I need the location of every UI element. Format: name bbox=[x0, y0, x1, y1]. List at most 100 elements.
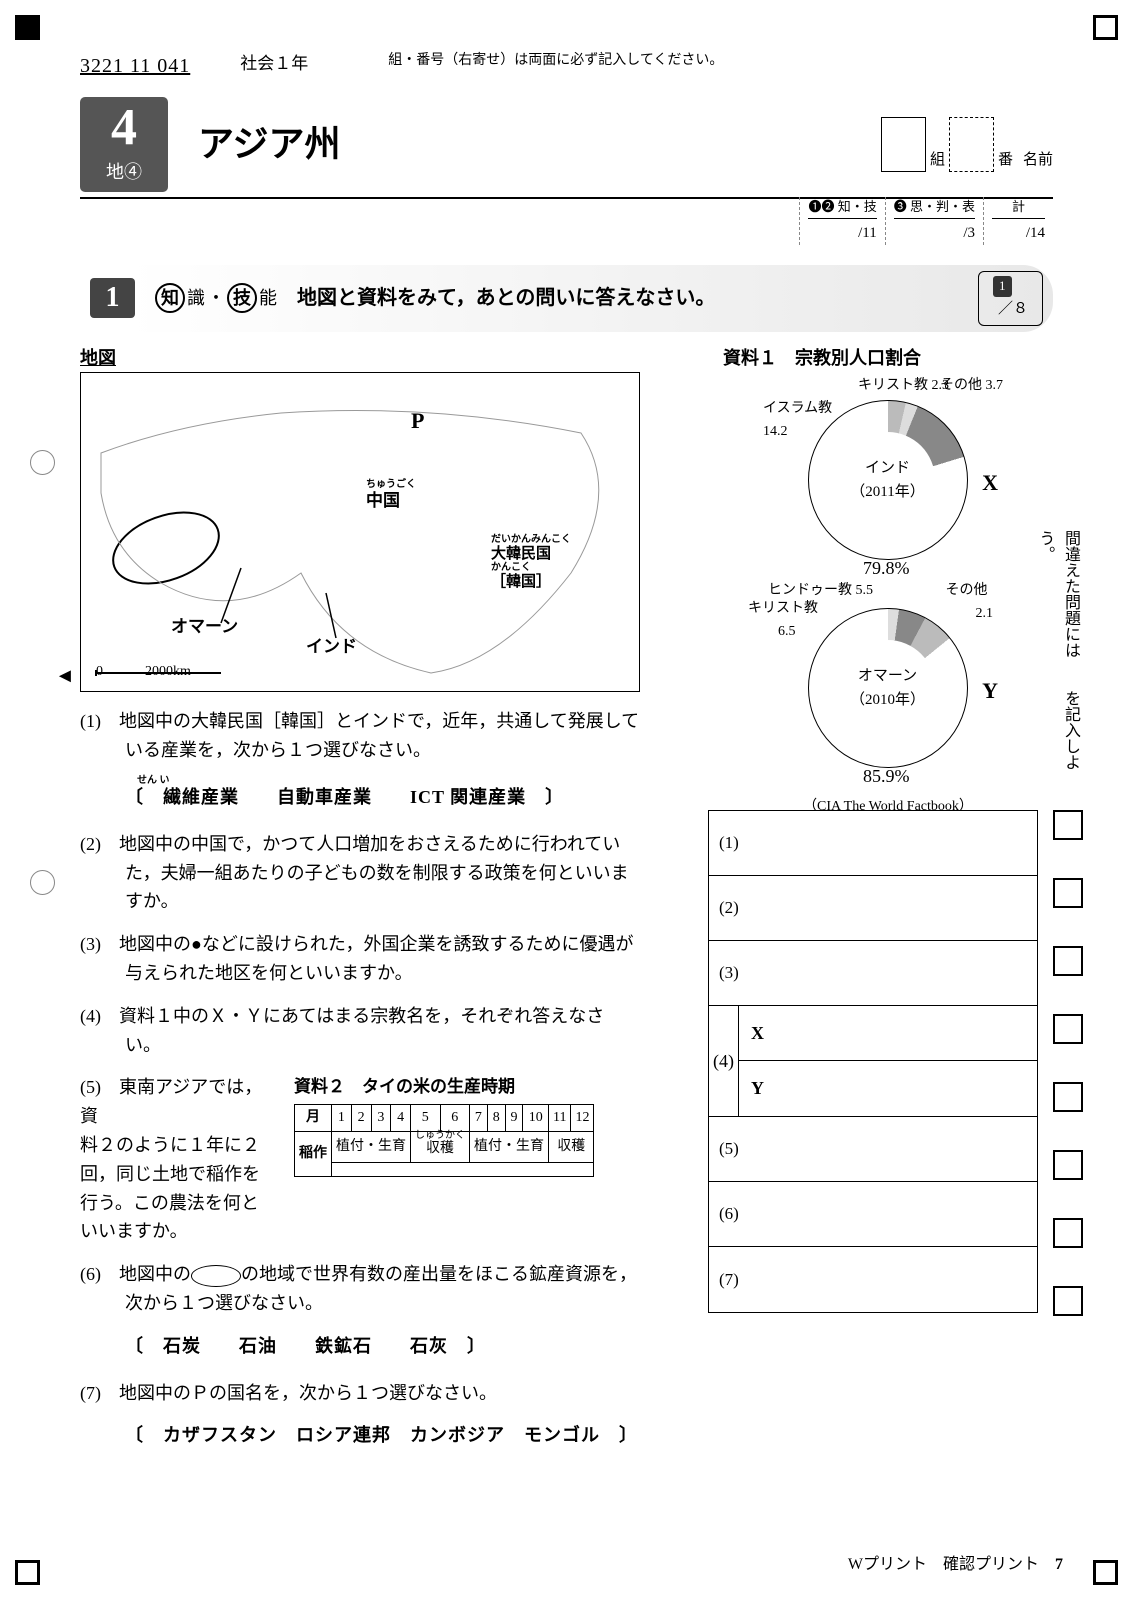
t2c2t: 収穫 bbox=[426, 1141, 454, 1156]
q4: (4) 資料１中のＸ・Ｙにあてはまる宗教名を，それぞれ答えなさい。 bbox=[80, 1002, 640, 1060]
q5-l3: 回，同じ土地で稲作を bbox=[80, 1164, 260, 1184]
skill-tags: 知識 ・ 技能 bbox=[155, 283, 277, 313]
m6: 6 bbox=[440, 1104, 470, 1131]
check-box[interactable] bbox=[1053, 878, 1083, 908]
score-l1: ❶❷ 知・技 bbox=[808, 197, 876, 218]
india-main: 79.8% bbox=[863, 554, 910, 583]
ans-3[interactable]: (3) bbox=[709, 941, 1037, 1006]
india-c2: （2011年） bbox=[850, 480, 924, 504]
oman-ov: 2.1 bbox=[976, 606, 994, 621]
ban-label: 番 bbox=[998, 148, 1013, 172]
question-bar: 1 知識 ・ 技能 地図と資料をみて，あとの問いに答えなさい。 1 ／８ bbox=[80, 265, 1053, 332]
chart1-title: 資料１ 宗教別人口割合 bbox=[723, 344, 1053, 373]
q5-text: (5) 東南アジアでは，資 料２のように１年に２ 回，同じ土地で稲作を 行う。こ… bbox=[80, 1073, 280, 1246]
check-box[interactable] bbox=[1053, 946, 1083, 976]
m12: 12 bbox=[571, 1104, 594, 1131]
check-column bbox=[1053, 810, 1083, 1316]
oman-main: 85.9% bbox=[863, 762, 910, 791]
page-title: アジア州 bbox=[198, 116, 341, 174]
score-area: 組 番 名前 bbox=[881, 117, 1053, 172]
check-box[interactable] bbox=[1053, 1150, 1083, 1180]
pie-india: インド（2011年） キリスト教 2.3 その他 3.7 イスラム教14.2 X… bbox=[788, 380, 988, 580]
corner-marker bbox=[15, 1560, 40, 1585]
check-box[interactable] bbox=[1053, 1286, 1083, 1316]
india-chr: キリスト教 2.3 bbox=[858, 375, 949, 397]
t2-row2: 稲作 bbox=[295, 1131, 332, 1176]
score-col-2: ❸ 思・判・表/3 bbox=[885, 197, 983, 245]
question-number: 1 bbox=[90, 278, 135, 318]
t2-blank bbox=[332, 1163, 594, 1177]
score-col-3: 計/14 bbox=[983, 197, 1053, 245]
oman-other: その他 2.1 bbox=[946, 580, 994, 625]
punch-hole bbox=[30, 450, 55, 475]
m4: 4 bbox=[391, 1104, 411, 1131]
ans-4x[interactable]: X bbox=[739, 1006, 1037, 1061]
q7: (7) 地図中のＰの国名を，次から１つ選びなさい。 bbox=[80, 1379, 640, 1408]
map-outline bbox=[81, 373, 641, 693]
q1-ruby: せん い bbox=[137, 779, 640, 783]
check-box[interactable] bbox=[1053, 1218, 1083, 1248]
m5: 5 bbox=[411, 1104, 441, 1131]
oman-c2: （2010年） bbox=[850, 688, 925, 712]
q5-l5: いいますか。 bbox=[80, 1221, 188, 1241]
dot: ・ bbox=[207, 284, 225, 313]
score-badge: 1 bbox=[993, 276, 1012, 297]
q5-row: (5) 東南アジアでは，資 料２のように１年に２ 回，同じ土地で稲作を 行う。こ… bbox=[80, 1073, 640, 1246]
m3: 3 bbox=[371, 1104, 391, 1131]
q5-l1: (5) 東南アジアでは，資 bbox=[80, 1077, 262, 1126]
score-d3: /14 bbox=[992, 218, 1045, 245]
footer-text: Wプリント 確認プリント bbox=[848, 1556, 1039, 1573]
subject-label: 社会１年 bbox=[240, 50, 308, 77]
unit-number: 4 bbox=[111, 102, 137, 154]
check-box[interactable] bbox=[1053, 1082, 1083, 1112]
ans-6[interactable]: (6) bbox=[709, 1182, 1037, 1247]
answer-grid: (1) (2) (3) (4) X Y (5) (6) (7) bbox=[708, 810, 1038, 1313]
check-box[interactable] bbox=[1053, 1014, 1083, 1044]
score-col-1: ❶❷ 知・技/11 bbox=[799, 197, 884, 245]
tag2-suffix: 能 bbox=[259, 284, 277, 313]
ans-5[interactable]: (5) bbox=[709, 1117, 1037, 1182]
t2c1: 植付・生育 bbox=[332, 1131, 411, 1162]
m8: 8 bbox=[487, 1104, 505, 1131]
ans-4y[interactable]: Y bbox=[739, 1061, 1037, 1116]
india-other: その他 3.7 bbox=[940, 375, 1003, 397]
footer: Wプリント 確認プリント 7 bbox=[848, 1552, 1063, 1578]
t2c2: しゅうかく収穫 bbox=[411, 1131, 470, 1162]
ans-7[interactable]: (7) bbox=[709, 1247, 1037, 1312]
number-box[interactable] bbox=[949, 117, 994, 172]
side-note: 間違えた問題には を記入しよう。 bbox=[1032, 530, 1083, 790]
ans-4: (4) X Y bbox=[709, 1006, 1037, 1117]
corner-marker bbox=[15, 15, 40, 40]
question-score-box: 1 ／８ bbox=[978, 271, 1043, 326]
q3: (3) 地図中の●などに設けられた，外国企業を誘致するために優遇が与えられた地区… bbox=[80, 930, 640, 988]
name-label: 名前 bbox=[1023, 148, 1053, 172]
unit-badge: 4 地④ bbox=[80, 97, 168, 192]
tag1-suffix: 識 bbox=[187, 284, 205, 313]
m10: 10 bbox=[523, 1104, 549, 1131]
m7: 7 bbox=[470, 1104, 488, 1131]
oman-ol: その他 bbox=[946, 583, 988, 598]
ans-1[interactable]: (1) bbox=[709, 811, 1037, 876]
t2c3: 植付・生育 bbox=[470, 1131, 549, 1162]
m2: 2 bbox=[351, 1104, 371, 1131]
m11: 11 bbox=[549, 1104, 571, 1131]
cut-mark: ◄ bbox=[55, 660, 75, 692]
table2-wrap: 資料２ タイの米の生産時期 月 123456789101112 稲作 植付・生育… bbox=[294, 1073, 594, 1177]
score-l2: ❸ 思・判・表 bbox=[894, 197, 975, 218]
q6a: (6) 地図中の bbox=[80, 1264, 191, 1284]
ans-2[interactable]: (2) bbox=[709, 876, 1037, 941]
m1: 1 bbox=[332, 1104, 352, 1131]
header-note: 組・番号（右寄せ）は両面に必ず記入してください。 bbox=[388, 50, 723, 72]
q5-l2: 料２のように１年に２ bbox=[80, 1135, 260, 1155]
check-box[interactable] bbox=[1053, 810, 1083, 840]
q1-choices: せん い〔 繊維産業 自動車産業 ICT 関連産業 〕 bbox=[80, 779, 640, 812]
oman-cl: キリスト教 bbox=[748, 601, 818, 616]
oman-y: Y bbox=[982, 673, 998, 708]
q7-choices: 〔 カザフスタン ロシア連邦 カンボジア モンゴル 〕 bbox=[80, 1421, 640, 1450]
q1: (1) 地図中の大韓民国［韓国］とインドで，近年，共通して発展している産業を，次… bbox=[80, 707, 640, 765]
q3-text: (3) 地図中の●などに設けられた，外国企業を誘致するために優遇が与えられた地区… bbox=[80, 934, 634, 983]
kumi-label: 組 bbox=[930, 148, 945, 172]
m9: 9 bbox=[505, 1104, 523, 1131]
class-box[interactable] bbox=[881, 117, 926, 172]
score-denom: ／８ bbox=[998, 297, 1028, 321]
